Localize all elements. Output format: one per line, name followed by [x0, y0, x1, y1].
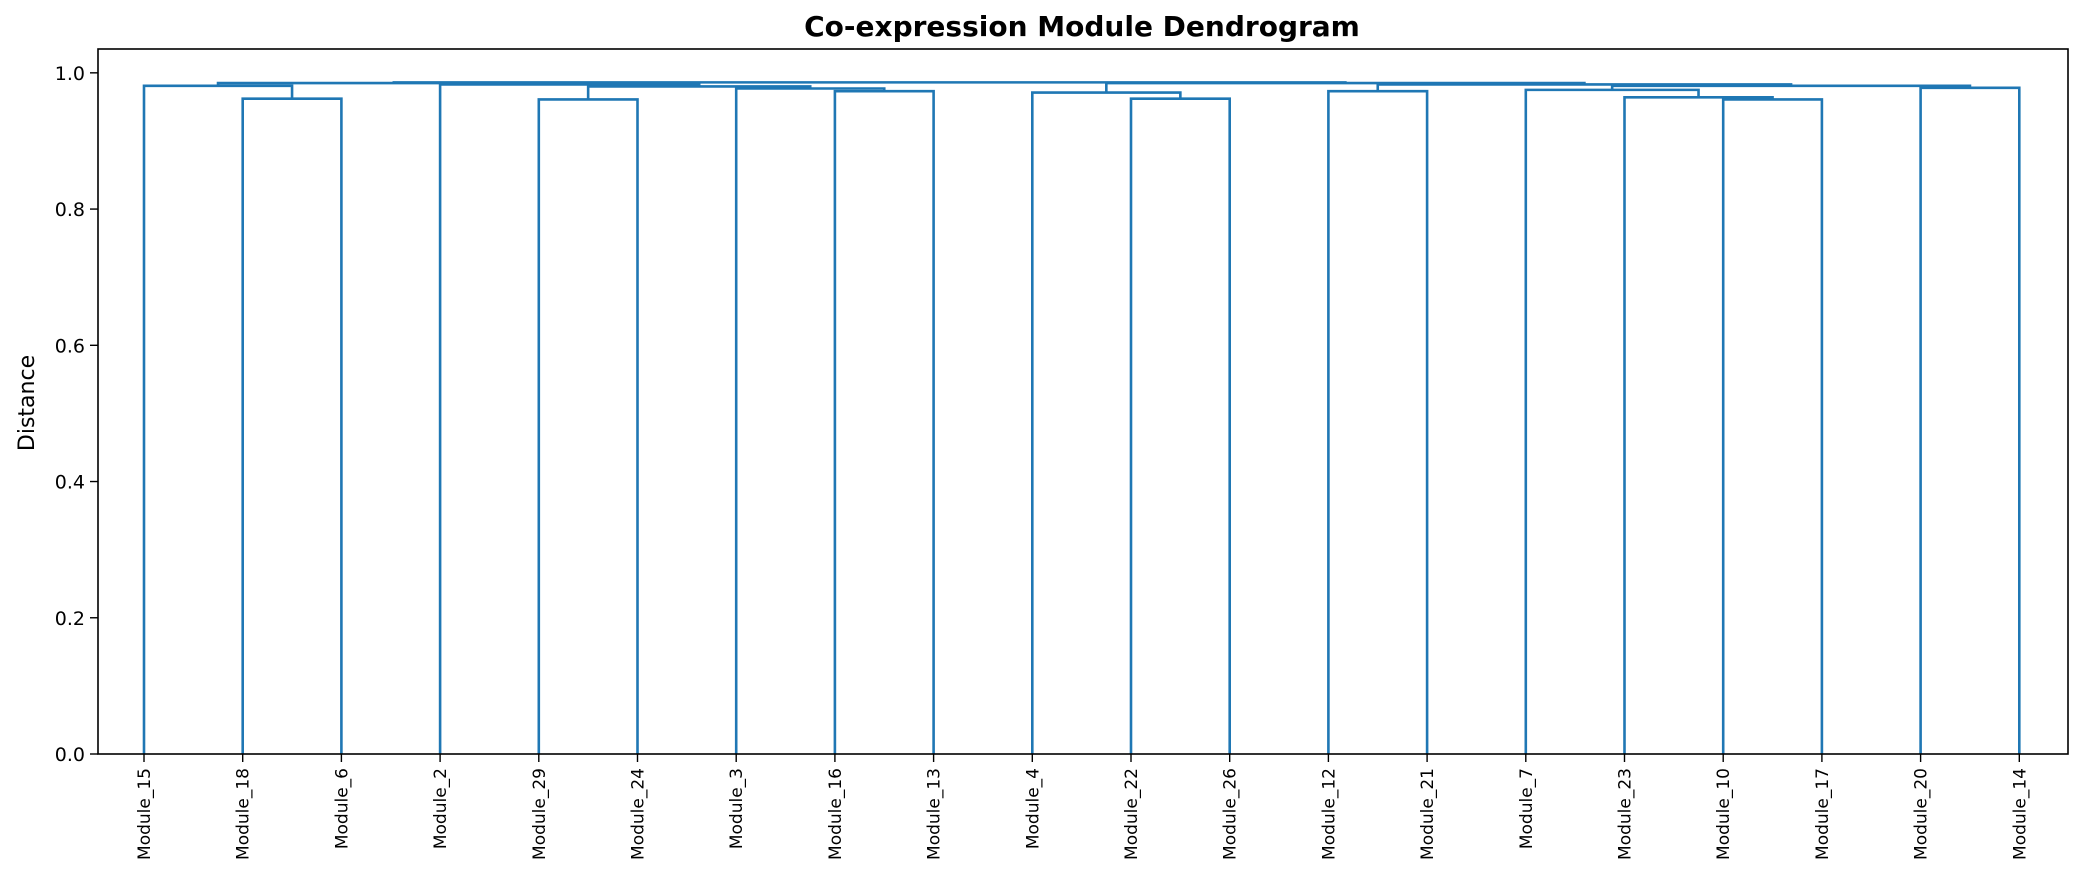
dendrogram-link-J: [1031, 91, 1182, 754]
leaf-label: Module_20: [1912, 768, 1932, 860]
dendrogram-link-B: [142, 84, 294, 754]
leaf-label: Module_10: [1714, 768, 1734, 860]
dendrogram-links: [142, 81, 2021, 754]
leaf-label: Module_24: [629, 768, 649, 860]
leaf-label: Module_17: [1813, 768, 1833, 860]
dendrogram-link-N: [1524, 88, 1700, 754]
dendrogram-link-S: [392, 81, 1347, 84]
dendrogram-link-A: [241, 97, 343, 754]
leaf-label: Module_15: [135, 768, 155, 860]
y-tick-label: 0.8: [55, 199, 85, 221]
leaf-label: Module_3: [727, 768, 747, 849]
dendrogram-link-O: [1919, 86, 2021, 754]
x-axis-ticks: Module_15 Module_18 Module_6 Module_2 Module…: [135, 754, 2030, 860]
leaf-label: Module_14: [2010, 768, 2030, 860]
dendrogram-link-I: [1129, 97, 1231, 754]
leaf-label: Module_13: [925, 768, 945, 860]
dendrogram-link-L: [1721, 98, 1824, 754]
chart-title: Co-expression Module Dendrogram: [804, 10, 1360, 43]
leaf-label: Module_4: [1023, 768, 1043, 849]
leaf-label: Module_7: [1517, 768, 1537, 849]
y-axis-ticks: 0.0 0.2 0.4 0.6 0.8 1.0: [55, 63, 98, 766]
leaf-label: Module_29: [530, 768, 550, 860]
dendrogram-link-F: [586, 85, 812, 100]
y-tick-label: 0.0: [55, 744, 85, 766]
dendrogram-link-C: [537, 98, 639, 754]
y-tick-label: 0.2: [55, 608, 85, 630]
y-axis-label: Distance: [15, 355, 40, 451]
leaf-label: Module_26: [1221, 768, 1241, 860]
leaf-label: Module_21: [1418, 768, 1438, 860]
leaf-label: Module_18: [234, 768, 254, 860]
leaf-label: Module_16: [826, 768, 846, 860]
dendrogram-link-K: [1327, 89, 1429, 754]
leaf-label: Module_22: [1122, 768, 1142, 860]
dendrogram-link-G: [438, 83, 701, 754]
leaf-label: Module_23: [1616, 768, 1636, 860]
leaf-label: Module_12: [1319, 768, 1339, 860]
dendrogram-link-Q: [1376, 83, 1793, 92]
leaf-label: Module_6: [332, 768, 352, 849]
y-tick-label: 0.6: [55, 335, 85, 357]
dendrogram-link-D: [833, 89, 935, 754]
y-tick-label: 1.0: [55, 63, 85, 85]
plot-frame: [97, 48, 2069, 755]
y-tick-label: 0.4: [55, 472, 85, 494]
dendrogram-link-E: [734, 87, 886, 754]
leaf-label: Module_2: [431, 768, 451, 849]
dendrogram-link-M: [1623, 96, 1774, 754]
